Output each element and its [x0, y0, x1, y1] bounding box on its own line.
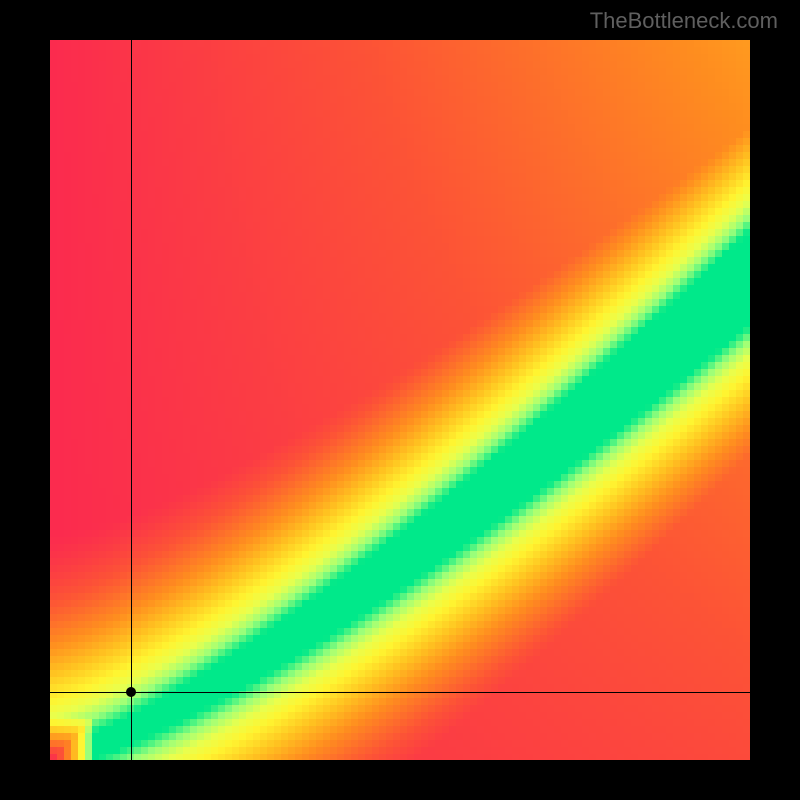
crosshair-horizontal	[50, 692, 750, 693]
crosshair-vertical	[131, 40, 132, 760]
chart-container: TheBottleneck.com	[0, 0, 800, 800]
marker-point	[126, 687, 136, 697]
watermark-text: TheBottleneck.com	[590, 8, 778, 34]
heatmap-plot	[50, 40, 750, 760]
heatmap-canvas	[50, 40, 750, 760]
